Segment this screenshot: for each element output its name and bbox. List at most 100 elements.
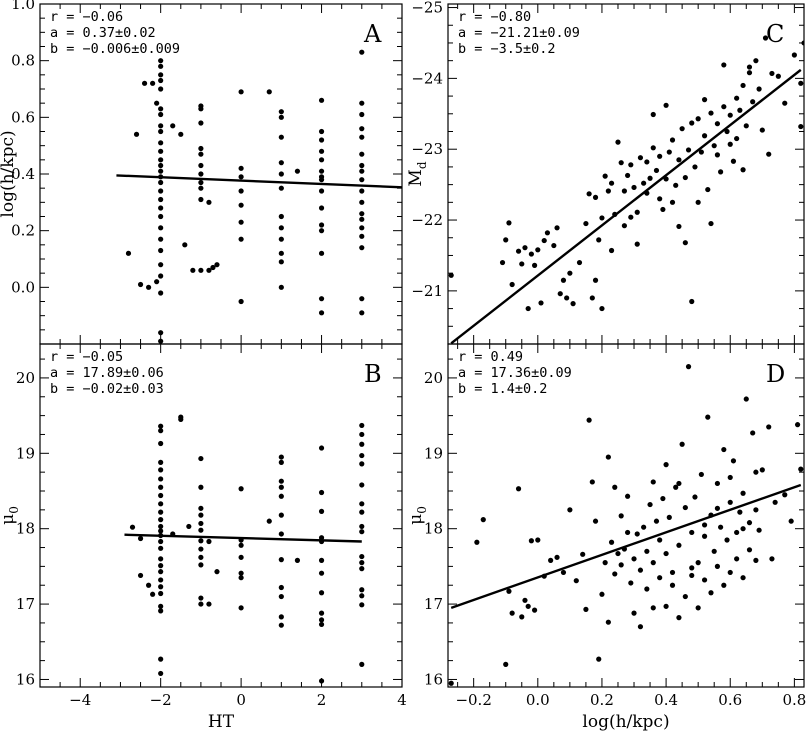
y-tick-label: 20 — [424, 369, 443, 387]
data-point — [746, 547, 753, 553]
data-point — [701, 533, 708, 539]
data-point — [158, 656, 164, 662]
data-point — [621, 223, 627, 229]
data-point — [158, 111, 164, 118]
data-point — [528, 251, 534, 257]
data-point — [701, 577, 708, 583]
data-point — [734, 529, 740, 536]
fit-statistic: b = −3.5±0.2 — [458, 41, 556, 57]
data-point — [666, 149, 672, 155]
data-point — [278, 454, 284, 460]
data-point — [318, 310, 325, 316]
data-point — [278, 584, 284, 591]
data-point — [596, 656, 602, 662]
data-point — [698, 149, 704, 155]
data-point — [150, 591, 156, 597]
data-point — [801, 40, 804, 46]
data-point — [318, 535, 325, 541]
data-point — [198, 554, 204, 560]
data-point — [278, 250, 284, 256]
data-point — [359, 593, 365, 599]
data-point — [714, 563, 721, 569]
data-point — [557, 291, 563, 297]
data-point — [158, 563, 164, 569]
data-point — [198, 267, 204, 273]
data-point — [551, 242, 557, 249]
x-tick-label: 2 — [317, 691, 327, 709]
data-point — [762, 35, 769, 41]
y-tick-label: 19 — [424, 444, 443, 462]
data-point — [692, 494, 698, 500]
data-point — [682, 240, 688, 246]
data-point — [359, 211, 365, 217]
data-point — [198, 595, 204, 601]
x-tick-label: −2 — [150, 691, 172, 709]
data-point — [158, 569, 164, 575]
data-point — [278, 459, 284, 465]
data-point — [515, 486, 522, 492]
data-point — [519, 261, 525, 267]
data-point — [605, 188, 611, 194]
fit-statistic: b = −0.006±0.009 — [50, 41, 180, 57]
data-point — [158, 528, 164, 534]
data-point — [509, 281, 515, 288]
data-point — [359, 452, 365, 459]
data-point — [158, 205, 164, 211]
data-point — [525, 603, 531, 609]
plot-frame — [447, 343, 805, 688]
data-point — [653, 518, 660, 524]
data-point — [278, 284, 284, 290]
y-tick-label: 17 — [424, 595, 443, 613]
data-point — [359, 49, 365, 55]
y-tick-label: 1.0 — [11, 0, 35, 13]
y-tick-label: −23 — [411, 140, 443, 158]
data-point — [182, 242, 188, 248]
data-point — [718, 169, 724, 175]
data-point — [158, 179, 164, 186]
data-point — [740, 575, 746, 581]
data-point — [198, 546, 204, 552]
y-tick-label: −21 — [411, 282, 443, 300]
x-tick-label: 0 — [236, 691, 246, 709]
data-point — [158, 290, 164, 296]
data-point — [631, 184, 637, 191]
data-point — [206, 538, 212, 545]
data-point — [238, 219, 244, 225]
data-point — [794, 422, 801, 428]
data-point — [158, 196, 164, 203]
data-point — [178, 416, 184, 422]
y-tick-label: 20 — [16, 369, 35, 387]
data-point — [158, 188, 164, 194]
data-layer — [116, 49, 402, 344]
data-point — [753, 557, 759, 563]
data-point — [318, 590, 325, 596]
data-point — [522, 597, 528, 603]
data-point — [782, 492, 788, 498]
data-point — [660, 206, 666, 213]
data-point — [695, 116, 701, 122]
data-point — [685, 147, 692, 153]
data-point — [730, 458, 737, 464]
y-axis-title: Md — [406, 161, 429, 186]
y-tick-label: 18 — [16, 520, 35, 538]
data-point — [158, 523, 164, 530]
data-point — [625, 529, 631, 536]
data-point — [146, 582, 152, 588]
data-point — [685, 364, 692, 370]
data-point — [515, 248, 522, 254]
data-point — [359, 111, 365, 118]
data-point — [676, 480, 682, 487]
data-point — [238, 188, 244, 194]
data-point — [583, 220, 589, 227]
data-point — [318, 557, 325, 563]
data-point — [753, 507, 759, 513]
fit-statistic: a = −21.21±0.09 — [458, 25, 580, 41]
data-point — [666, 514, 672, 520]
data-point — [359, 126, 365, 132]
data-point — [721, 62, 727, 68]
data-point — [278, 484, 284, 490]
data-point — [359, 501, 365, 507]
data-point — [711, 548, 717, 554]
data-point — [570, 301, 576, 307]
